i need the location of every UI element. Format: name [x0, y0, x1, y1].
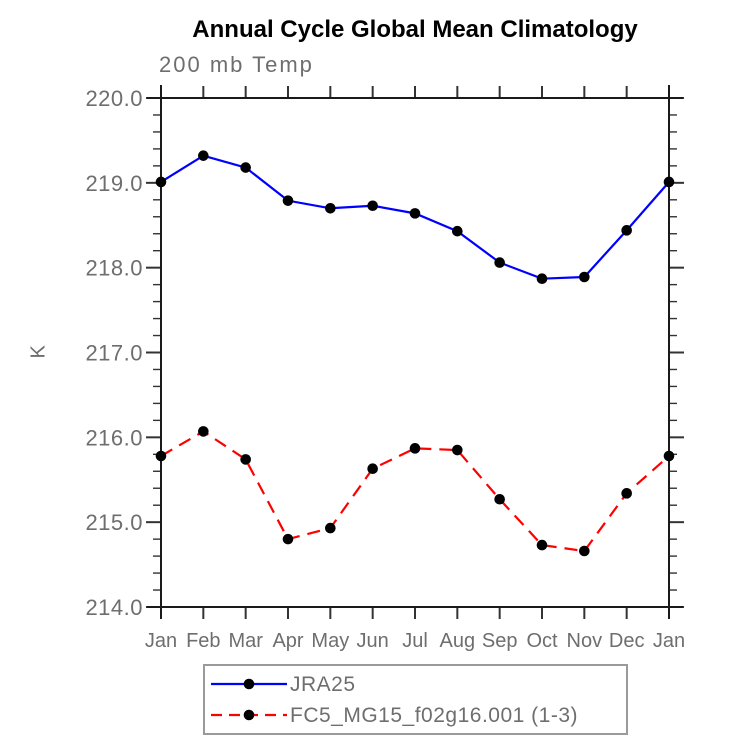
data-point-marker [367, 200, 378, 212]
data-point-marker [155, 450, 167, 462]
y-tick-label: 219.0 [85, 171, 143, 196]
x-tick-label: Aug [440, 630, 476, 652]
legend-line-sample-solid [211, 678, 287, 690]
legend-sample-marker-icon [243, 678, 255, 690]
data-point-marker [494, 257, 505, 268]
y-tick-label: 214.0 [85, 595, 143, 620]
data-point-marker [198, 150, 209, 161]
data-point-marker [663, 176, 675, 188]
x-tick-label: Sep [482, 630, 518, 652]
x-tick-label: Feb [186, 630, 220, 652]
data-point-marker [494, 493, 505, 505]
data-point-marker [282, 533, 294, 545]
y-tick-label: 216.0 [85, 425, 143, 450]
x-tick-label: Apr [272, 630, 303, 652]
data-point-marker [409, 208, 421, 219]
data-point-marker [621, 488, 632, 499]
chart-title: Annual Cycle Global Mean Climatology [192, 16, 638, 43]
x-tick-label: Dec [609, 630, 645, 652]
legend-sample-marker-icon [243, 709, 255, 721]
data-point-marker [409, 443, 421, 454]
x-tick-label: Jul [402, 630, 428, 652]
data-point-marker [367, 463, 378, 475]
y-tick-label: 220.0 [85, 86, 143, 111]
x-tick-label: Oct [526, 630, 558, 652]
data-point-marker [621, 225, 632, 236]
series-jra25 [155, 150, 675, 284]
data-point-marker [536, 539, 548, 551]
data-point-marker [579, 545, 590, 557]
y-axis-ticks: 214.0 215.0 216.0 217.0 218.0 219.0 220.0 [85, 86, 684, 620]
legend-line-sample-dashed [211, 709, 287, 721]
data-point-marker [240, 162, 251, 173]
legend-label-fc5: FC5_MG15_f02g16.001 (1-3) [290, 703, 578, 727]
y-tick-label: 215.0 [85, 510, 143, 535]
y-tick-label: 217.0 [85, 341, 143, 366]
data-point-marker [452, 225, 463, 237]
x-tick-label: Jun [357, 630, 389, 652]
x-tick-label: Mar [228, 630, 263, 652]
y-tick-label: 218.0 [85, 256, 143, 281]
legend: JRA25 FC5_MG15_f02g16.001 (1-3) [203, 664, 628, 735]
series-fc5 [155, 426, 675, 557]
data-point-marker [282, 195, 294, 206]
data-point-marker [240, 454, 251, 465]
x-tick-label: Nov [567, 630, 603, 652]
data-point-marker [325, 202, 336, 214]
x-tick-label: Jan [653, 630, 685, 652]
data-point-marker [579, 271, 590, 283]
axis-frame [147, 85, 683, 619]
legend-label-jra25: JRA25 [290, 672, 356, 696]
legend-item-fc5: FC5_MG15_f02g16.001 (1-3) [208, 701, 626, 730]
data-point-marker [198, 426, 209, 437]
chart-subtitle: 200 mb Temp [159, 52, 314, 77]
data-point-marker [155, 176, 167, 188]
data-point-marker [663, 450, 675, 462]
x-tick-label: Jan [145, 630, 177, 652]
data-point-marker [325, 522, 336, 534]
x-tick-label: May [311, 630, 349, 652]
x-axis-ticks: Jan Feb Mar Apr May Jun Jul Aug Sep Oct Nov Dec Jan [145, 86, 685, 652]
data-point-marker [452, 444, 463, 456]
legend-item-jra25: JRA25 [208, 670, 626, 699]
data-point-marker [536, 273, 548, 284]
